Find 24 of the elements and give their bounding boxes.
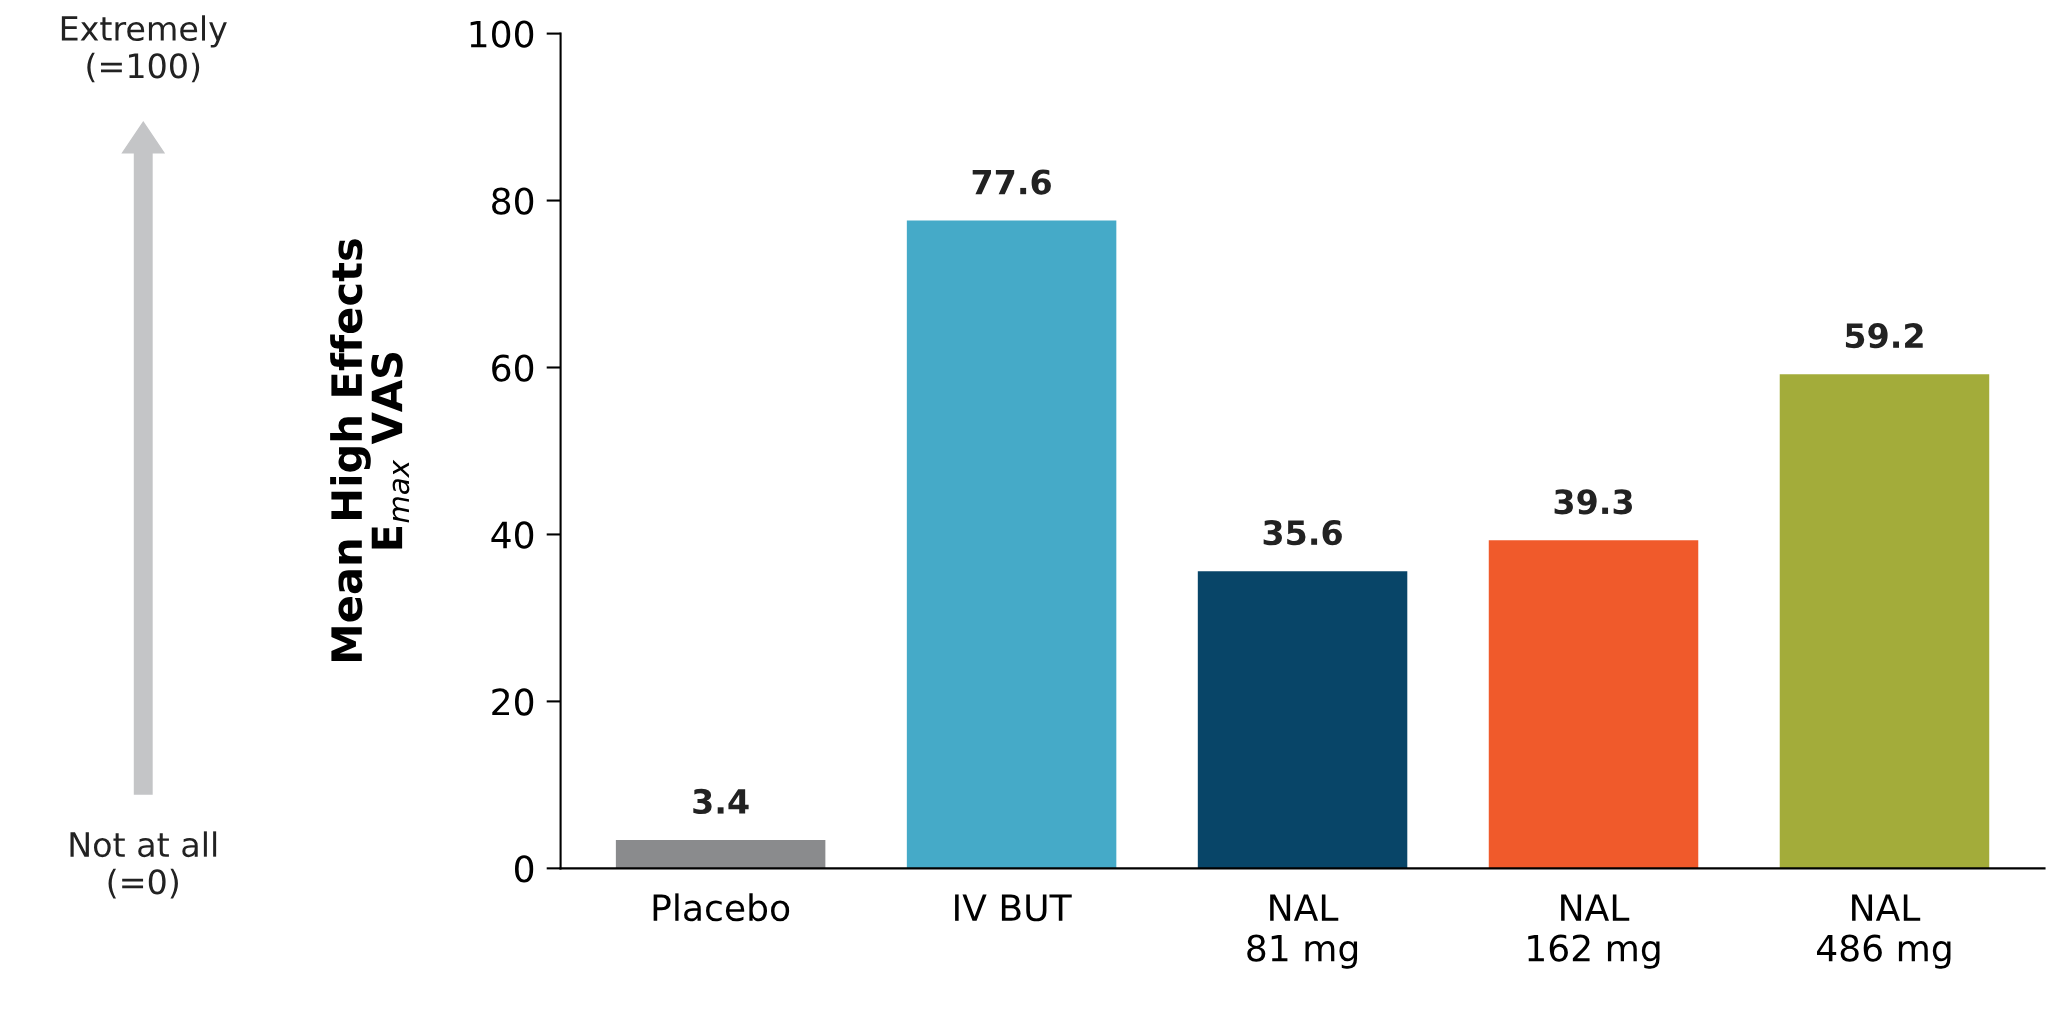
y-tick-label: 20 xyxy=(492,688,534,716)
data-label: 39.3 xyxy=(1554,489,1632,515)
data-label: 3.4 xyxy=(693,788,749,815)
bar xyxy=(615,839,826,869)
y-tick-label: 0 xyxy=(515,855,534,883)
data-label: 77.6 xyxy=(972,169,1051,195)
data-label: 35.6 xyxy=(1263,520,1342,546)
y-tick-label: 100 xyxy=(470,20,534,48)
y-tick-label: 80 xyxy=(492,187,534,215)
bar xyxy=(906,220,1117,869)
bar xyxy=(1779,374,1990,869)
y-tick-label: 60 xyxy=(492,354,534,382)
x-tick-label: IV BUT xyxy=(955,894,1072,922)
x-tick-label: NAL 486 mg xyxy=(1817,894,1951,969)
y-tick-label: 40 xyxy=(491,521,534,549)
y-axis-title: Mean High Effects E$_{max}$ VAS xyxy=(330,239,410,661)
x-tick-label: NAL 162 mg xyxy=(1528,894,1660,969)
x-tick-label: NAL 81 mg xyxy=(1247,894,1358,969)
text: Extremely (=100) xyxy=(61,15,227,83)
bar xyxy=(1488,540,1699,869)
text: Not at all (=0) xyxy=(70,831,217,899)
data-label: 59.2 xyxy=(1845,323,1923,349)
x-tick-label: Placebo xyxy=(653,893,790,922)
bar xyxy=(1197,571,1408,869)
